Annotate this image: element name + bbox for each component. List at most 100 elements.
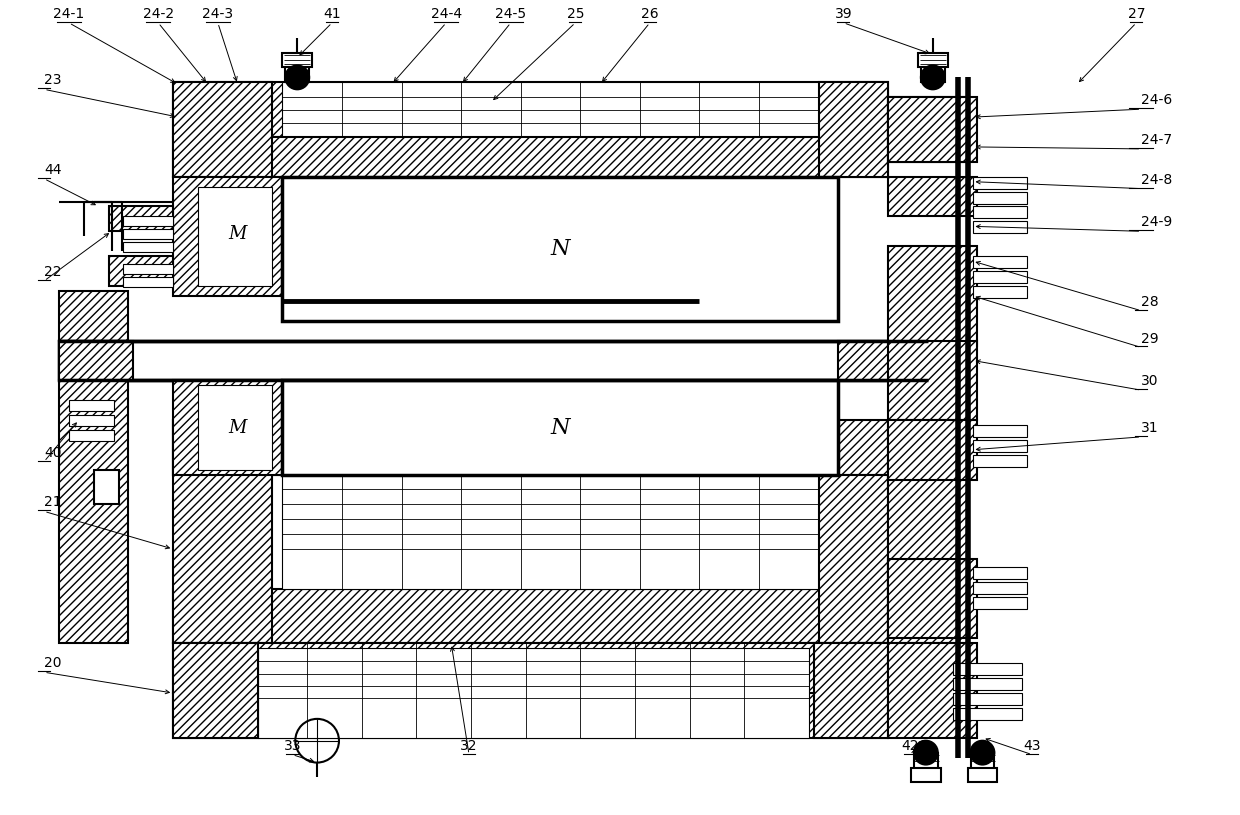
Bar (109, 206, 174, 231)
Bar (60, 341, 129, 381)
Text: 39: 39 (835, 7, 852, 21)
Text: 32: 32 (460, 738, 477, 752)
Bar (972, 222, 1027, 233)
Bar (971, 752, 994, 773)
Text: 21: 21 (45, 496, 62, 509)
Text: 44: 44 (45, 163, 62, 177)
Bar (198, 385, 273, 469)
Text: 24-2: 24-2 (143, 7, 174, 21)
Bar (69, 430, 114, 441)
Bar (174, 177, 283, 296)
Text: 30: 30 (1141, 374, 1159, 388)
Bar (972, 597, 1027, 609)
Bar (69, 415, 114, 426)
Circle shape (914, 741, 937, 764)
Text: N: N (551, 238, 570, 260)
Circle shape (921, 65, 945, 90)
Bar (124, 242, 174, 252)
Text: 41: 41 (324, 7, 341, 21)
Bar (952, 663, 1022, 675)
Bar (921, 63, 945, 82)
Bar (818, 82, 888, 177)
Text: 42: 42 (901, 738, 919, 752)
Bar (967, 768, 997, 782)
Bar (60, 341, 134, 381)
Bar (888, 97, 977, 162)
Bar (174, 643, 888, 693)
Text: M: M (228, 225, 247, 244)
Text: N: N (551, 417, 570, 439)
Bar (972, 425, 1027, 437)
Bar (69, 400, 114, 411)
Text: 24-3: 24-3 (202, 7, 233, 21)
Bar (124, 264, 174, 274)
Bar (124, 217, 174, 227)
Bar (283, 474, 818, 588)
Bar (888, 97, 967, 162)
Text: 24-5: 24-5 (495, 7, 526, 21)
Bar (174, 82, 273, 177)
Text: 31: 31 (1141, 421, 1159, 435)
Bar (60, 341, 928, 381)
Bar (198, 187, 273, 286)
Bar (813, 643, 888, 738)
Bar (911, 768, 941, 782)
Bar (174, 643, 258, 738)
Text: 33: 33 (284, 738, 301, 752)
Bar (888, 474, 967, 643)
Text: 24-7: 24-7 (1141, 133, 1173, 147)
Bar (972, 567, 1027, 579)
Bar (888, 559, 977, 638)
Bar (918, 53, 947, 68)
Bar (174, 82, 888, 137)
Bar (174, 420, 273, 643)
Bar (283, 381, 838, 474)
Bar (972, 271, 1027, 283)
Bar (174, 693, 888, 738)
Text: 24-9: 24-9 (1141, 215, 1173, 229)
Bar (283, 53, 312, 68)
Bar (972, 582, 1027, 594)
Text: 24-6: 24-6 (1141, 93, 1173, 108)
Text: 27: 27 (1127, 7, 1145, 21)
Circle shape (971, 741, 994, 764)
Bar (972, 440, 1027, 452)
Bar (888, 177, 977, 217)
Bar (124, 229, 174, 240)
Text: 26: 26 (641, 7, 658, 21)
Bar (174, 420, 888, 474)
Text: 28: 28 (1141, 295, 1159, 309)
Bar (818, 474, 888, 643)
Text: 29: 29 (1141, 332, 1159, 346)
Bar (60, 381, 129, 643)
Bar (914, 752, 937, 773)
Bar (972, 206, 1027, 218)
Bar (283, 82, 818, 137)
Bar (838, 341, 928, 381)
Bar (972, 192, 1027, 204)
Bar (952, 678, 1022, 690)
Circle shape (285, 65, 309, 90)
Bar (888, 420, 977, 479)
Bar (109, 256, 174, 286)
Text: M: M (228, 419, 247, 437)
Text: 22: 22 (45, 265, 62, 279)
Text: 43: 43 (1023, 738, 1040, 752)
Bar (174, 381, 283, 474)
Bar (285, 63, 309, 82)
Bar (174, 588, 888, 643)
Bar (952, 693, 1022, 705)
Bar (124, 277, 174, 287)
Text: 25: 25 (567, 7, 584, 21)
Bar (888, 246, 977, 346)
Bar (972, 455, 1027, 467)
Bar (972, 177, 1027, 188)
Bar (952, 708, 1022, 720)
Text: 24-4: 24-4 (430, 7, 461, 21)
Text: 24-8: 24-8 (1141, 173, 1173, 187)
Bar (888, 341, 977, 420)
Bar (972, 286, 1027, 297)
Bar (283, 177, 838, 320)
Bar (888, 643, 977, 738)
Text: 23: 23 (45, 73, 62, 87)
